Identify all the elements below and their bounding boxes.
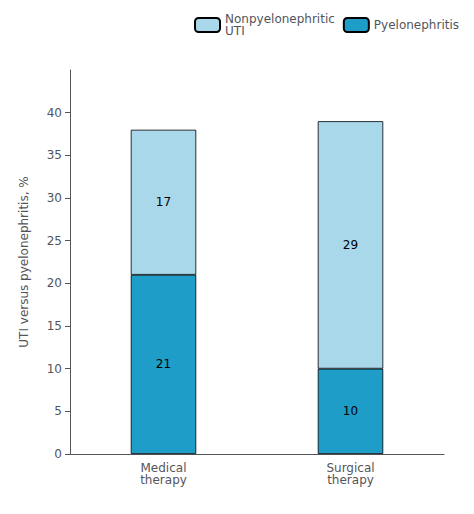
svg-text:UTI versus pyelonephritis, %: UTI versus pyelonephritis, % <box>17 176 31 347</box>
svg-text:10: 10 <box>47 362 62 376</box>
svg-text:Medical: Medical <box>140 461 187 475</box>
svg-text:therapy: therapy <box>140 473 187 487</box>
svg-text:35: 35 <box>47 148 62 162</box>
svg-text:Pyelonephritis: Pyelonephritis <box>374 18 459 32</box>
svg-text:15: 15 <box>47 319 62 333</box>
svg-text:5: 5 <box>54 404 62 418</box>
svg-text:40: 40 <box>47 106 62 120</box>
svg-text:17: 17 <box>156 195 171 209</box>
svg-text:10: 10 <box>343 404 358 418</box>
svg-text:0: 0 <box>54 447 62 461</box>
svg-text:20: 20 <box>47 276 62 290</box>
svg-text:30: 30 <box>47 191 62 205</box>
svg-text:25: 25 <box>47 234 62 248</box>
svg-text:29: 29 <box>343 238 358 252</box>
svg-text:Nonpyelonephritic: Nonpyelonephritic <box>225 12 335 26</box>
svg-text:therapy: therapy <box>327 473 374 487</box>
svg-text:UTI: UTI <box>225 24 245 38</box>
svg-text:21: 21 <box>156 357 171 371</box>
svg-text:Surgical: Surgical <box>326 461 375 475</box>
